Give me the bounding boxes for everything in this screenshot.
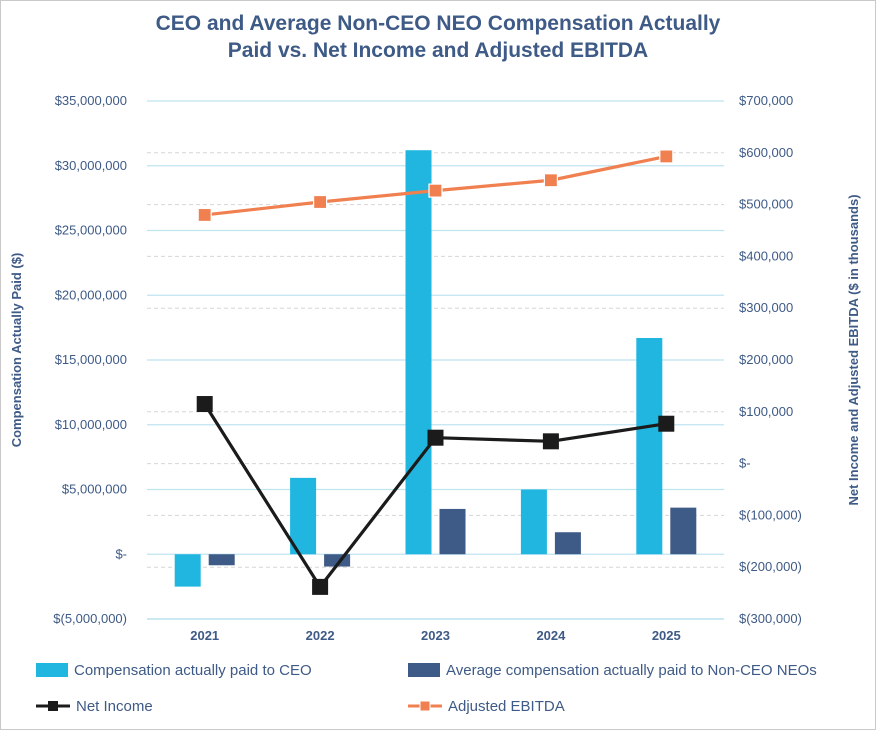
marker-series-0-2021 [196,396,213,413]
marker-series-0-2024 [542,433,559,450]
bar-series-1-2025 [670,507,697,555]
legend-swatch-adjusted-ebitda [408,699,442,713]
legend-item-net-income: Net Income [36,697,153,715]
bar-series-1-2021 [208,554,235,566]
legend-swatch-ceo-cap [36,663,68,678]
y-right-tick-label: $400,000 [739,248,793,263]
y-right-tick-label: $700,000 [739,93,793,108]
x-tick-label: 2025 [652,628,681,643]
x-tick-label: 2024 [536,628,566,643]
y-right-tick-label: $(300,000) [739,611,802,626]
bar-series-0-2025 [636,337,663,555]
legend-swatch-net-income [36,699,70,713]
y-right-tick-label: $(100,000) [739,507,802,522]
marker-series-1-2024 [543,173,559,188]
bar-series-0-2023 [405,150,432,555]
marker-series-1-2021 [197,207,212,223]
y-left-tick-label: $15,000,000 [55,352,127,367]
legend-label-net-income: Net Income [76,697,153,715]
y-right-tick-label: $600,000 [739,145,793,160]
x-tick-label: 2021 [190,628,219,643]
marker-series-0-2023 [427,429,444,446]
y-left-tick-label: $25,000,000 [55,223,127,238]
marker-series-1-2023 [428,183,443,198]
y-right-tick-label: $500,000 [739,197,793,212]
y-right-axis-title: Net Income and Adjusted EBITDA ($ in tho… [846,194,861,505]
chart-title-line-1: CEO and Average Non-CEO NEO Compensation… [155,12,721,35]
x-tick-label: 2022 [306,628,335,643]
chart-title: CEO and Average Non-CEO NEO Compensation… [0,10,876,64]
bar-series-1-2024 [554,532,581,555]
marker-series-1-2022 [313,194,328,210]
legend-label-adjusted-ebitda: Adjusted EBITDA [448,697,565,715]
legend-label-neo-cap: Average compensation actually paid to No… [446,661,817,679]
y-left-tick-label: $20,000,000 [55,287,127,302]
y-right-tick-label: $100,000 [739,404,793,419]
y-left-tick-label: $- [115,546,127,561]
marker-series-0-2022 [312,578,329,595]
chart-title-line-2: Paid vs. Net Income and Adjusted EBITDA [227,39,649,62]
y-right-tick-label: $200,000 [739,352,793,367]
marker-series-1-2025 [659,149,674,164]
y-left-tick-label: $(5,000,000) [53,611,127,626]
y-left-axis-title: Compensation Actually Paid ($) [9,253,24,448]
x-tick-label: 2023 [421,628,450,643]
y-right-tick-label: $300,000 [739,300,793,315]
bar-series-1-2023 [439,508,466,555]
y-left-tick-label: $10,000,000 [55,417,127,432]
y-right-tick-label: $(200,000) [739,559,802,574]
marker-series-0-2025 [658,415,675,432]
bar-series-0-2022 [290,477,317,555]
legend-swatch-neo-cap [408,663,440,678]
legend-item-ceo-cap: Compensation actually paid to CEO [36,661,312,679]
y-left-tick-label: $5,000,000 [62,482,127,497]
legend-label-ceo-cap: Compensation actually paid to CEO [74,661,312,679]
y-left-tick-label: $30,000,000 [55,158,127,173]
bar-series-0-2024 [520,489,547,555]
y-right-tick-label: $- [739,456,751,471]
bar-series-0-2021 [174,554,201,587]
y-left-tick-label: $35,000,000 [55,93,127,108]
legend-item-adjusted-ebitda: Adjusted EBITDA [408,697,565,715]
legend-item-neo-cap: Average compensation actually paid to No… [408,661,817,679]
